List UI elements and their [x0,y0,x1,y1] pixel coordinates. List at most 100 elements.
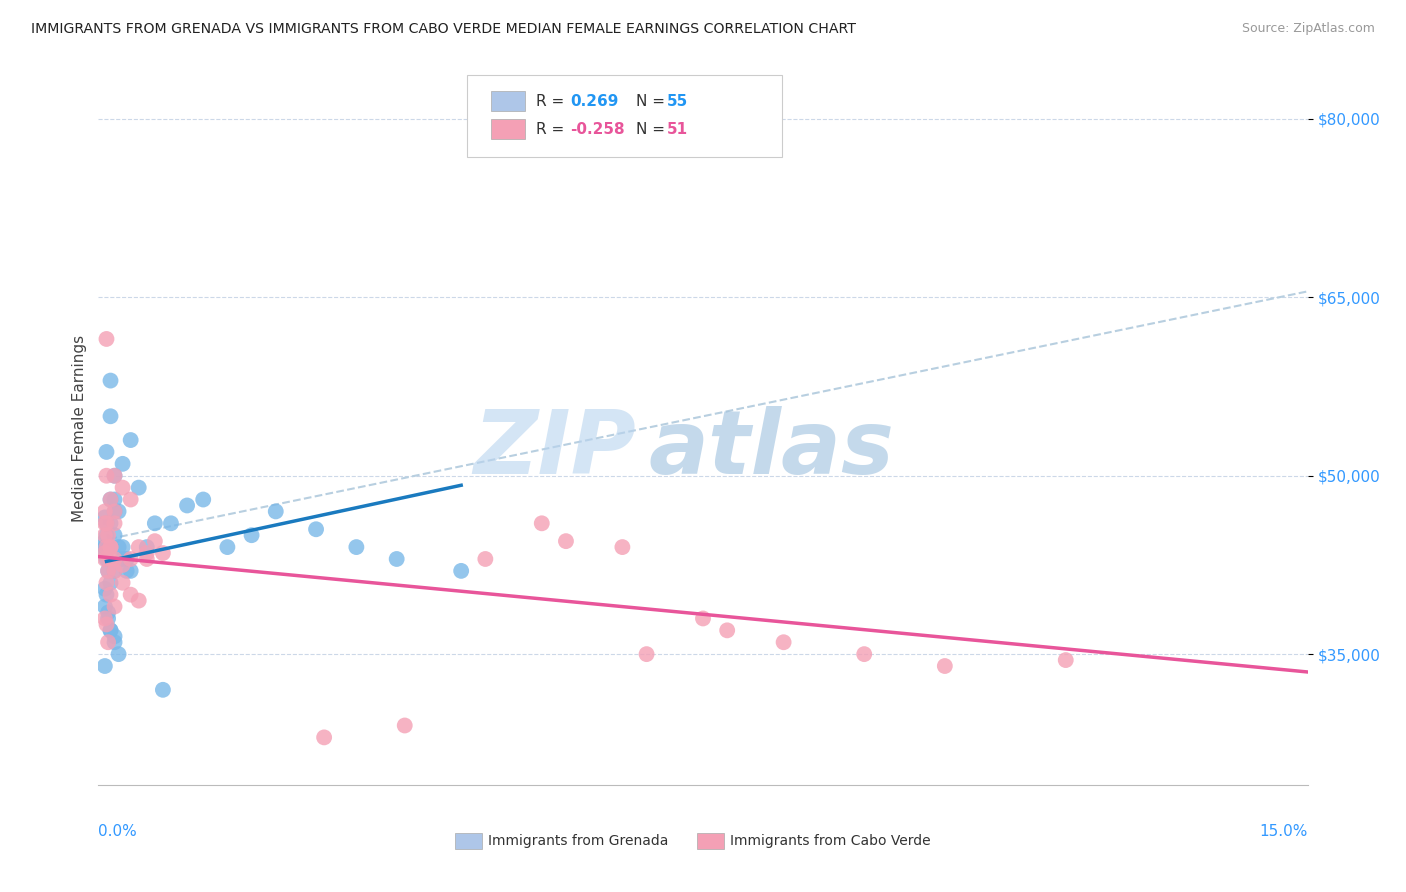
Point [305,522,328,536]
Point [385,552,408,566]
Point [100,492,122,507]
FancyBboxPatch shape [492,91,526,112]
Point [103,599,125,614]
Point [97,606,120,620]
Text: atlas: atlas [648,406,894,493]
Point [96,516,118,531]
Point [94,540,117,554]
Text: 0.0%: 0.0% [98,824,138,839]
Point [120,552,142,566]
Point [143,534,166,549]
Point [94,510,117,524]
Point [120,564,142,578]
Text: Immigrants from Grenada: Immigrants from Grenada [488,834,668,847]
Point [97,528,120,542]
Point [94,582,117,596]
Text: ZIP: ZIP [474,406,637,493]
Point [314,731,336,745]
Point [103,564,125,578]
Point [111,481,134,495]
Point [100,624,122,638]
Point [96,468,118,483]
Text: 55: 55 [666,94,688,109]
Point [97,564,120,578]
Point [94,552,117,566]
Point [94,546,117,560]
Point [636,647,658,661]
Point [128,593,150,607]
Text: R =: R = [536,121,569,136]
Point [96,540,118,554]
Text: Immigrants from Cabo Verde: Immigrants from Cabo Verde [730,834,931,847]
Point [103,504,125,518]
Point [103,629,125,643]
Point [152,546,174,560]
Point [96,540,118,554]
Point [716,624,738,638]
Point [100,624,122,638]
Point [450,564,472,578]
Text: 51: 51 [666,121,688,136]
Point [135,552,157,566]
Point [94,516,117,531]
Point [96,588,118,602]
Point [152,682,174,697]
Point [103,504,125,518]
Text: N =: N = [637,94,671,109]
Point [96,332,118,346]
Text: 15.0%: 15.0% [1260,824,1308,839]
Point [120,433,142,447]
Point [103,552,125,566]
Point [94,528,117,542]
Point [128,481,150,495]
Point [96,540,118,554]
Point [115,564,138,578]
FancyBboxPatch shape [467,75,782,157]
Point [103,468,125,483]
Point [934,659,956,673]
Point [135,540,157,554]
Point [120,492,142,507]
Point [94,599,117,614]
Point [193,492,215,507]
FancyBboxPatch shape [456,833,482,849]
Point [530,516,553,531]
Point [107,647,129,661]
Point [111,575,134,590]
Point [120,588,142,602]
Point [100,552,122,566]
Text: IMMIGRANTS FROM GRENADA VS IMMIGRANTS FROM CABO VERDE MEDIAN FEMALE EARNINGS COR: IMMIGRANTS FROM GRENADA VS IMMIGRANTS FR… [31,22,856,37]
Point [107,504,129,518]
Point [111,540,134,554]
Point [217,540,239,554]
Point [612,540,634,554]
Point [100,516,122,531]
Text: Source: ZipAtlas.com: Source: ZipAtlas.com [1241,22,1375,36]
Point [103,468,125,483]
Point [474,552,496,566]
Point [97,635,120,649]
Point [96,575,118,590]
Point [103,528,125,542]
Point [103,635,125,649]
Point [772,635,794,649]
Point [692,611,714,625]
Point [100,409,122,424]
Point [94,546,117,560]
Point [107,540,129,554]
Point [96,528,118,542]
Point [97,611,120,625]
Point [111,457,134,471]
Point [853,647,876,661]
Point [115,552,138,566]
Point [555,534,578,549]
Point [96,445,118,459]
Point [100,540,122,554]
Point [240,528,263,542]
Point [94,611,117,625]
Point [94,534,117,549]
Point [344,540,367,554]
Text: 0.269: 0.269 [569,94,619,109]
Point [94,504,117,518]
Text: N =: N = [637,121,671,136]
